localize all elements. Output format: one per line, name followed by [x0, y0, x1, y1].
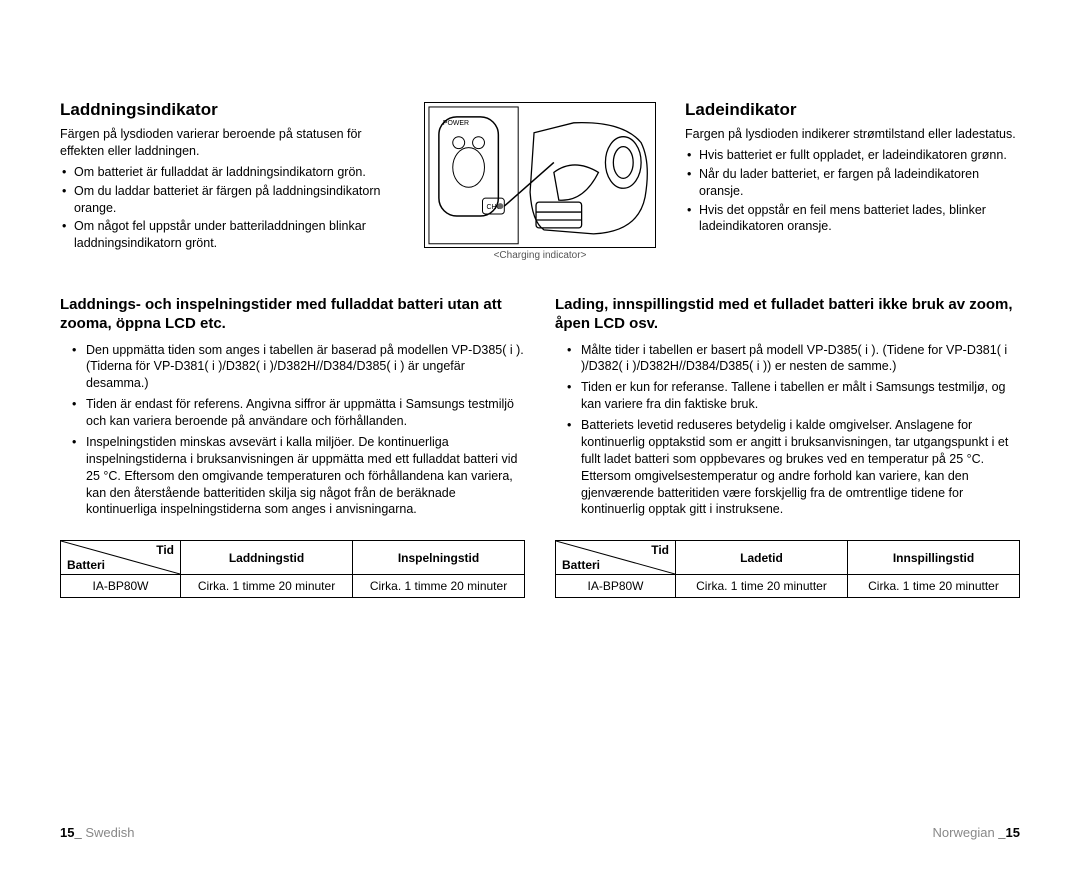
- list-item: Hvis det oppstår en feil mens batteriet …: [685, 202, 1020, 236]
- list-item: Om något fel uppstår under batteriladdni…: [60, 218, 395, 252]
- table-cell: IA-BP80W: [61, 575, 181, 598]
- diag-bottom: Batteri: [67, 558, 105, 572]
- table-header: Ladetid: [676, 541, 848, 575]
- list-item: Tiden är endast för referens. Angivna si…: [60, 396, 525, 430]
- device-svg: POWER CHG: [425, 103, 655, 248]
- list-item: Når du lader batteriet, er fargen på lad…: [685, 166, 1020, 200]
- table-row: IA-BP80W Cirka. 1 time 20 minutter Cirka…: [556, 575, 1020, 598]
- list-item: Inspelningstiden minskas avsevärt i kall…: [60, 434, 525, 518]
- table-cell: Cirka. 1 time 20 minutter: [676, 575, 848, 598]
- table-cell: Cirka. 1 timme 20 minuter: [353, 575, 525, 598]
- list-item: Om batteriet är fulladdat är laddningsin…: [60, 164, 395, 181]
- charging-diagram: POWER CHG <Charging indicator>: [424, 102, 656, 261]
- list-item: Tiden er kun for referanse. Tallene i ta…: [555, 379, 1020, 413]
- table-header: Inspelningstid: [353, 541, 525, 575]
- table-header: Innspillingstid: [848, 541, 1020, 575]
- table-header-diag: Tid Batteri: [556, 541, 676, 575]
- table-row: IA-BP80W Cirka. 1 timme 20 minuter Cirka…: [61, 575, 525, 598]
- list-item: Målte tider i tabellen er basert på mode…: [555, 342, 1020, 376]
- diag-bottom: Batteri: [562, 558, 600, 572]
- page-number-right: _15: [998, 825, 1020, 840]
- footer-right: Norwegian _15: [933, 825, 1020, 840]
- table-cell: Cirka. 1 timme 20 minuter: [181, 575, 353, 598]
- table-header: Laddningstid: [181, 541, 353, 575]
- list-item: Om du laddar batteriet är färgen på ladd…: [60, 183, 395, 217]
- right-intro: Fargen på lysdioden indikerer strømtilst…: [685, 126, 1020, 143]
- diagram-caption: <Charging indicator>: [424, 250, 656, 261]
- left-title-1: Laddningsindikator: [60, 100, 395, 120]
- right-title-2: Lading, innspillingstid med et fulladet …: [555, 296, 1020, 334]
- footer-left: 15_ Swedish: [60, 825, 134, 840]
- footer-lang-left: Swedish: [82, 825, 135, 840]
- left-bullets-1: Om batteriet är fulladdat är laddningsin…: [60, 164, 395, 252]
- right-table: Tid Batteri Ladetid Innspillingstid IA-B…: [555, 540, 1020, 598]
- table-cell: Cirka. 1 time 20 minutter: [848, 575, 1020, 598]
- device-illustration: POWER CHG: [424, 102, 656, 248]
- page-number-left: 15_: [60, 825, 82, 840]
- list-item: Hvis batteriet er fullt oppladet, er lad…: [685, 147, 1020, 164]
- list-item: Den uppmätta tiden som anges i tabellen …: [60, 342, 525, 393]
- table-header-diag: Tid Batteri: [61, 541, 181, 575]
- left-title-2: Laddnings- och inspelningstider med full…: [60, 296, 525, 334]
- right-bullets-1: Hvis batteriet er fullt oppladet, er lad…: [685, 147, 1020, 235]
- left-table: Tid Batteri Laddningstid Inspelningstid …: [60, 540, 525, 598]
- right-bullets-2: Målte tider i tabellen er basert på mode…: [555, 342, 1020, 523]
- right-title-1: Ladeindikator: [685, 100, 1020, 120]
- power-label: POWER: [443, 120, 469, 127]
- diag-top: Tid: [651, 543, 669, 557]
- left-intro: Färgen på lysdioden varierar beroende på…: [60, 126, 395, 160]
- table-cell: IA-BP80W: [556, 575, 676, 598]
- diag-top: Tid: [156, 543, 174, 557]
- list-item: Batteriets levetid reduseres betydelig i…: [555, 417, 1020, 518]
- page-footer: 15_ Swedish Norwegian _15: [60, 825, 1020, 840]
- footer-lang-right: Norwegian: [933, 825, 999, 840]
- left-bullets-2: Den uppmätta tiden som anges i tabellen …: [60, 342, 525, 523]
